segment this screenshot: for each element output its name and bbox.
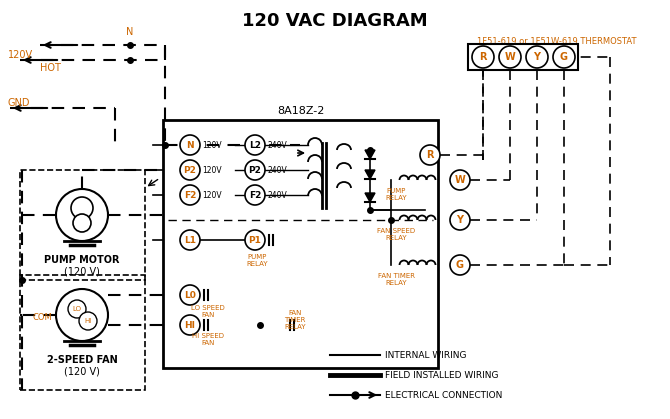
Circle shape	[180, 230, 200, 250]
Circle shape	[245, 185, 265, 205]
Text: W: W	[455, 175, 466, 185]
Text: L1: L1	[184, 235, 196, 245]
Text: 120V: 120V	[202, 140, 222, 150]
Circle shape	[73, 214, 91, 232]
Bar	[20, 170, 145, 280]
Circle shape	[245, 160, 265, 180]
Polygon shape	[365, 150, 375, 159]
Text: COM: COM	[32, 313, 52, 321]
Text: 1F51-619 or 1F51W-619 THERMOSTAT: 1F51-619 or 1F51W-619 THERMOSTAT	[477, 37, 636, 46]
Text: P1: P1	[249, 235, 261, 245]
Text: HOT: HOT	[40, 63, 61, 73]
Text: 240V: 240V	[267, 166, 287, 174]
Circle shape	[499, 46, 521, 68]
Text: N: N	[127, 27, 134, 37]
Text: Y: Y	[533, 52, 541, 62]
Text: PUMP MOTOR: PUMP MOTOR	[44, 255, 120, 265]
Polygon shape	[365, 193, 375, 202]
Circle shape	[180, 135, 200, 155]
Text: G: G	[456, 260, 464, 270]
Circle shape	[180, 160, 200, 180]
Text: F2: F2	[184, 191, 196, 199]
Text: 120V: 120V	[202, 191, 222, 199]
Text: HI SPEED
FAN: HI SPEED FAN	[192, 333, 224, 346]
Text: INTERNAL WIRING: INTERNAL WIRING	[385, 351, 466, 360]
Text: PUMP
RELAY: PUMP RELAY	[385, 188, 407, 201]
Text: R: R	[479, 52, 486, 62]
Text: G: G	[560, 52, 568, 62]
Text: 120V: 120V	[202, 166, 222, 174]
Text: HI: HI	[84, 318, 92, 324]
Circle shape	[553, 46, 575, 68]
Text: F2: F2	[249, 191, 261, 199]
Text: GND: GND	[8, 98, 31, 108]
Text: FIELD INSTALLED WIRING: FIELD INSTALLED WIRING	[385, 370, 498, 380]
Circle shape	[450, 210, 470, 230]
Text: LO: LO	[72, 306, 82, 312]
Text: N: N	[186, 140, 194, 150]
Text: 120V: 120V	[8, 50, 33, 60]
Text: P2: P2	[249, 166, 261, 174]
Text: PUMP
RELAY: PUMP RELAY	[246, 254, 268, 267]
Circle shape	[56, 289, 108, 341]
Circle shape	[56, 189, 108, 241]
Text: 240V: 240V	[267, 140, 287, 150]
Circle shape	[420, 145, 440, 165]
Text: FAN TIMER
RELAY: FAN TIMER RELAY	[377, 273, 415, 286]
Text: R: R	[426, 150, 433, 160]
Text: ELECTRICAL CONNECTION: ELECTRICAL CONNECTION	[385, 391, 502, 399]
Text: (120 V): (120 V)	[64, 367, 100, 377]
Bar	[468, 44, 578, 70]
Text: 8A18Z-2: 8A18Z-2	[277, 106, 324, 116]
Text: P2: P2	[184, 166, 196, 174]
Text: L0: L0	[184, 290, 196, 300]
Circle shape	[245, 135, 265, 155]
Text: W: W	[505, 52, 515, 62]
Text: FAN
TIMER
RELAY: FAN TIMER RELAY	[284, 310, 306, 330]
Text: (120 V): (120 V)	[64, 267, 100, 277]
Polygon shape	[365, 170, 375, 179]
Circle shape	[79, 312, 97, 330]
Text: L2: L2	[249, 140, 261, 150]
Circle shape	[71, 197, 93, 219]
Circle shape	[68, 300, 86, 318]
Circle shape	[450, 170, 470, 190]
Circle shape	[180, 315, 200, 335]
Circle shape	[450, 255, 470, 275]
Circle shape	[526, 46, 548, 68]
Text: 240V: 240V	[267, 191, 287, 199]
Text: LO SPEED
FAN: LO SPEED FAN	[191, 305, 225, 318]
Circle shape	[245, 230, 265, 250]
Circle shape	[180, 185, 200, 205]
Text: 2-SPEED FAN: 2-SPEED FAN	[47, 355, 117, 365]
Text: HI: HI	[184, 321, 196, 329]
Circle shape	[180, 285, 200, 305]
Text: FAN SPEED
RELAY: FAN SPEED RELAY	[377, 228, 415, 241]
Circle shape	[472, 46, 494, 68]
Text: 120 VAC DIAGRAM: 120 VAC DIAGRAM	[242, 12, 428, 30]
Text: Y: Y	[456, 215, 464, 225]
Bar	[20, 275, 145, 390]
Bar	[163, 120, 438, 368]
